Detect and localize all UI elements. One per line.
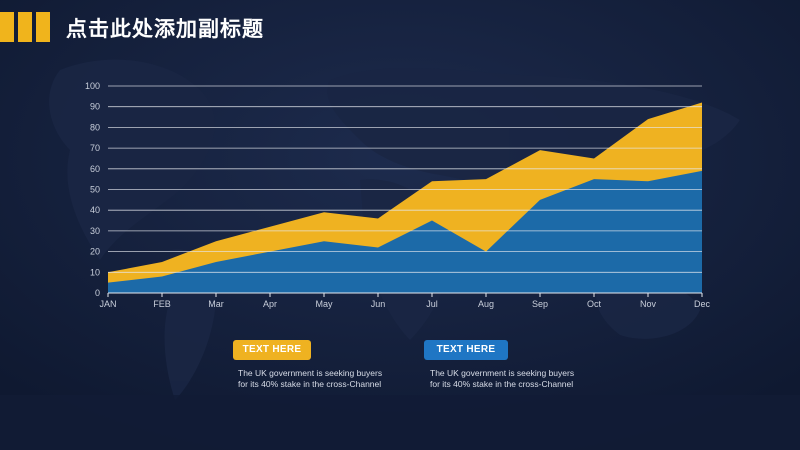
legend-description-yellow: The UK government is seeking buyers for … [238,368,418,390]
legend-description-line: for its 40% stake in the cross-Channel [238,379,382,389]
y-tick-label: 80 [90,122,100,132]
legend-badge-blue: TEXT HERE [424,340,508,360]
x-tick-label: Sep [532,299,548,309]
legend-description-blue: The UK government is seeking buyers for … [430,368,610,390]
x-tick-label: Aug [478,299,494,309]
slide-header: 点击此处添加副标题 [0,12,800,42]
x-tick-label: May [315,299,333,309]
series-area-blue [108,170,702,293]
y-tick-label: 30 [90,226,100,236]
x-tick-label: Nov [640,299,657,309]
legend-description-line: The UK government is seeking buyers [430,368,575,378]
y-tick-label: 60 [90,164,100,174]
legend-description-line: The UK government is seeking buyers [238,368,383,378]
x-tick-label: JAN [99,299,116,309]
slide-title: 点击此处添加副标题 [66,17,264,41]
accent-bar-3 [36,12,50,42]
x-tick-label: Jun [371,299,386,309]
accent-bar-1 [0,12,14,42]
accent-bar-2 [18,12,32,42]
y-tick-label: 90 [90,102,100,112]
x-tick-label: Mar [208,299,224,309]
legend-description-line: for its 40% stake in the cross-Channel [430,379,574,389]
y-tick-label: 10 [90,267,100,277]
y-tick-label: 100 [85,81,100,91]
y-tick-label: 70 [90,143,100,153]
x-tick-label: Jul [426,299,438,309]
y-tick-label: 40 [90,205,100,215]
x-tick-label: FEB [153,299,171,309]
legend-badge-yellow: TEXT HERE [233,340,311,360]
y-tick-label: 20 [90,247,100,257]
x-tick-label: Oct [587,299,602,309]
x-tick-label: Dec [694,299,711,309]
y-tick-label: 0 [95,288,100,298]
x-tick-label: Apr [263,299,277,309]
y-tick-label: 50 [90,185,100,195]
